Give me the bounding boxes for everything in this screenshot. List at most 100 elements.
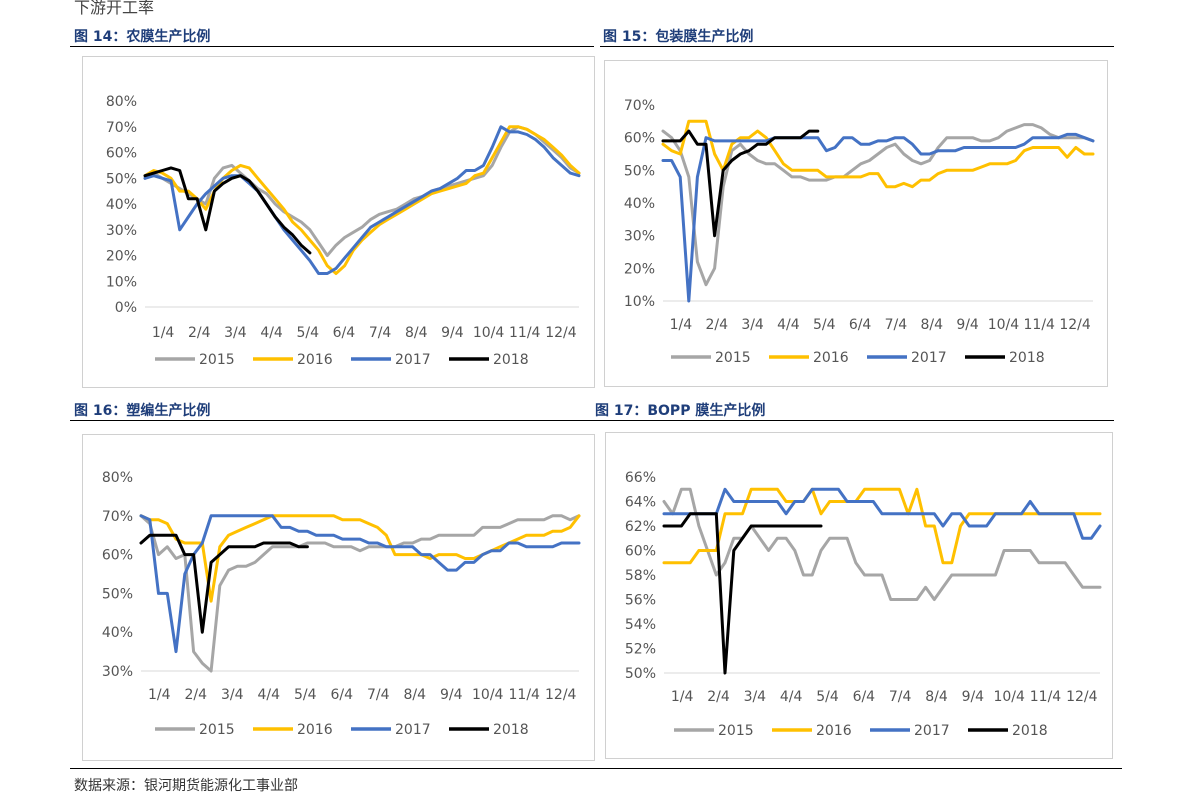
x-tick-label: 3/4 xyxy=(744,689,767,705)
y-tick-label: 40% xyxy=(102,625,133,641)
legend-label-2018: 2018 xyxy=(493,352,529,368)
x-tick-label: 11/4 xyxy=(509,687,541,703)
title-rule xyxy=(600,46,1114,47)
x-tick-label: 9/4 xyxy=(962,689,985,705)
y-tick-label: 30% xyxy=(106,223,137,239)
chart-title-fig15: 图 15：包装膜生产比例 xyxy=(603,29,754,45)
x-tick-label: 4/4 xyxy=(260,325,283,341)
legend-label-2018: 2018 xyxy=(493,722,529,738)
y-tick-label: 52% xyxy=(625,642,656,658)
legend-label-2017: 2017 xyxy=(911,350,947,366)
legend-label-2016: 2016 xyxy=(297,352,333,368)
x-tick-label: 6/4 xyxy=(849,317,872,333)
y-tick-label: 70% xyxy=(624,98,655,114)
x-tick-label: 4/4 xyxy=(777,317,800,333)
legend-label-2017: 2017 xyxy=(395,722,431,738)
y-tick-label: 70% xyxy=(102,509,133,525)
x-tick-label: 8/4 xyxy=(405,325,428,341)
x-tick-label: 7/4 xyxy=(369,325,392,341)
data-source: 数据来源：银河期货能源化工事业部 xyxy=(74,778,298,794)
legend-label-2018: 2018 xyxy=(1012,723,1048,739)
legend-label-2015: 2015 xyxy=(199,722,235,738)
y-tick-label: 50% xyxy=(106,171,137,187)
x-tick-label: 5/4 xyxy=(296,325,319,341)
x-tick-label: 10/4 xyxy=(473,325,505,341)
y-tick-label: 60% xyxy=(625,544,656,560)
x-tick-label: 10/4 xyxy=(988,317,1020,333)
chart-svg-fig17: 50% 52% 54% 56% 58% 60% 62% 64% 66% 1/4 2/4 3/4 4/4 5… xyxy=(625,470,1102,739)
x-tick-label: 7/4 xyxy=(885,317,908,333)
y-tick-label: 50% xyxy=(625,666,656,682)
chart-panel-fig17: 50% 52% 54% 56% 58% 60% 62% 64% 66% 1/4 2/4 3/4 4/4 5… xyxy=(605,432,1113,759)
y-tick-label: 40% xyxy=(106,197,137,213)
x-tick-label: 2/4 xyxy=(188,325,211,341)
x-tick-label: 8/4 xyxy=(403,687,426,703)
y-tick-label: 60% xyxy=(106,146,137,162)
x-tick-label: 7/4 xyxy=(889,689,912,705)
series-line-2017 xyxy=(139,514,581,654)
chart-title-fig17: 图 17：BOPP 膜生产比例 xyxy=(595,403,766,419)
x-tick-label: 9/4 xyxy=(441,325,464,341)
x-tick-label: 6/4 xyxy=(330,687,353,703)
x-tick-label: 1/4 xyxy=(671,689,694,705)
x-tick-label: 3/4 xyxy=(741,317,764,333)
y-tick-label: 62% xyxy=(625,519,656,535)
chart-svg-fig14: 0% 10% 20% 30% 40% 50% 60% 70% 80% 1/4 2/4 3/4 4/4 5/… xyxy=(106,94,581,368)
x-tick-label: 2/4 xyxy=(184,687,207,703)
series-line-2018 xyxy=(143,166,312,255)
x-tick-label: 10/4 xyxy=(993,689,1025,705)
x-tick-label: 10/4 xyxy=(472,687,504,703)
legend-label-2017: 2017 xyxy=(395,352,431,368)
footer-rule xyxy=(70,768,1122,769)
y-tick-label: 56% xyxy=(625,593,656,609)
legend-label-2016: 2016 xyxy=(813,350,849,366)
y-tick-label: 10% xyxy=(624,294,655,310)
chart-title-fig14: 图 14：农膜生产比例 xyxy=(74,29,211,45)
series-line-2017 xyxy=(662,487,1102,540)
x-tick-label: 5/4 xyxy=(816,689,839,705)
legend-label-2015: 2015 xyxy=(715,350,751,366)
x-tick-label: 4/4 xyxy=(257,687,280,703)
x-tick-label: 2/4 xyxy=(707,689,730,705)
legend-label-2016: 2016 xyxy=(816,723,852,739)
y-tick-label: 64% xyxy=(625,495,656,511)
chart-svg-fig16: 30% 40% 50% 60% 70% 80% 1/4 2/4 3/4 4/4 5/4 6/4 7/4 8… xyxy=(102,470,581,738)
y-tick-label: 50% xyxy=(102,586,133,602)
legend-label-2016: 2016 xyxy=(297,722,333,738)
y-tick-label: 80% xyxy=(102,470,133,486)
chart-svg-fig15: 10% 20% 30% 40% 50% 60% 70% 1/4 2/4 3/4 4/4 5/4 6/4 7… xyxy=(624,98,1095,366)
legend-label-2018: 2018 xyxy=(1009,350,1045,366)
x-tick-label: 12/4 xyxy=(1059,317,1091,333)
series-line-2015 xyxy=(143,125,581,257)
x-tick-label: 9/4 xyxy=(956,317,979,333)
x-tick-label: 6/4 xyxy=(333,325,356,341)
y-tick-label: 70% xyxy=(106,120,137,136)
x-tick-label: 2/4 xyxy=(705,317,728,333)
y-tick-label: 30% xyxy=(102,664,133,680)
y-tick-label: 30% xyxy=(624,229,655,245)
x-tick-label: 5/4 xyxy=(294,687,317,703)
y-tick-label: 80% xyxy=(106,94,137,110)
y-tick-label: 54% xyxy=(625,617,656,633)
x-tick-label: 8/4 xyxy=(920,317,943,333)
series-line-2017 xyxy=(143,125,581,275)
legend-label-2015: 2015 xyxy=(718,723,754,739)
page-header: 下游开工率 xyxy=(74,0,155,17)
series-line-2017 xyxy=(661,132,1095,303)
x-tick-label: 12/4 xyxy=(545,325,577,341)
y-tick-label: 20% xyxy=(624,261,655,277)
title-rule xyxy=(70,46,594,47)
x-tick-label: 8/4 xyxy=(925,689,948,705)
x-tick-label: 1/4 xyxy=(152,325,175,341)
x-tick-label: 11/4 xyxy=(1024,317,1056,333)
legend-label-2017: 2017 xyxy=(914,723,950,739)
x-tick-label: 6/4 xyxy=(853,689,876,705)
y-tick-label: 40% xyxy=(624,196,655,212)
x-tick-label: 1/4 xyxy=(148,687,171,703)
series-line-2016 xyxy=(662,487,1102,565)
y-tick-label: 10% xyxy=(106,274,137,290)
x-tick-label: 4/4 xyxy=(780,689,803,705)
series-line-2018 xyxy=(139,533,309,634)
x-tick-label: 12/4 xyxy=(1066,689,1098,705)
chart-panel-fig16: 30% 40% 50% 60% 70% 80% 1/4 2/4 3/4 4/4 5/4 6/4 7/4 8… xyxy=(82,434,595,761)
